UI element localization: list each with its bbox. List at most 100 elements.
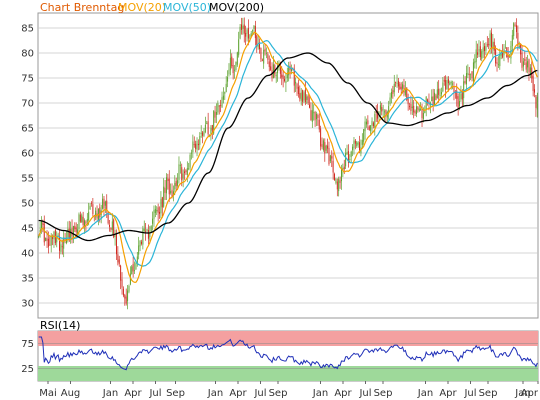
candle <box>200 125 202 138</box>
candle-body <box>175 181 177 187</box>
candle <box>411 98 413 116</box>
candle-body <box>339 180 341 183</box>
candle-body <box>189 154 191 168</box>
candle <box>109 219 111 232</box>
candle-body <box>363 129 365 142</box>
candle-body <box>129 273 131 285</box>
candle <box>288 61 290 82</box>
candle <box>222 87 224 104</box>
x-tick-label: Apr <box>521 388 539 399</box>
price-panel-bg <box>37 12 539 319</box>
candle <box>139 240 141 252</box>
candle <box>142 225 144 250</box>
candle-body <box>502 52 504 58</box>
candle-body <box>292 69 294 71</box>
candle <box>268 55 270 72</box>
candle-body <box>204 124 206 133</box>
mov200-line <box>38 52 538 242</box>
candle <box>453 81 455 101</box>
candle-body <box>81 215 83 223</box>
y-tick-label: 50 <box>21 199 34 210</box>
candle <box>535 94 537 117</box>
candle-body <box>177 180 179 186</box>
rsi-oversold-band <box>38 366 538 381</box>
candle <box>156 206 158 216</box>
candle-body <box>296 83 298 89</box>
candle <box>296 82 298 96</box>
candle <box>332 152 334 180</box>
candle-body <box>215 112 217 115</box>
candle-body <box>170 191 172 193</box>
candle-body <box>521 52 523 68</box>
candle-body <box>311 110 313 122</box>
candle <box>115 229 117 260</box>
candle-body <box>524 58 526 62</box>
x-tick-label: Jul <box>463 388 476 399</box>
candle-body <box>134 270 136 272</box>
candle-body <box>42 222 44 226</box>
candle-body <box>125 296 127 304</box>
candle <box>465 65 467 91</box>
candle-body <box>393 83 395 93</box>
candle <box>488 38 490 50</box>
candle-body <box>182 173 184 179</box>
candle <box>143 220 145 234</box>
candle-body <box>434 92 436 105</box>
candle <box>146 228 148 233</box>
candle <box>356 140 358 148</box>
candle <box>504 40 506 49</box>
candle <box>303 90 305 104</box>
candle-body <box>352 146 354 151</box>
candle-body <box>510 45 512 59</box>
candle-body <box>265 52 267 54</box>
candle <box>499 48 501 70</box>
candle-body <box>317 114 319 118</box>
candle <box>375 105 377 122</box>
candle-body <box>72 226 74 239</box>
candle-body <box>145 231 147 233</box>
candle-body <box>79 214 81 222</box>
candle <box>432 88 434 112</box>
candle <box>382 104 384 118</box>
mov20-line <box>38 31 538 283</box>
candle-body <box>210 127 212 134</box>
candle-body <box>152 218 154 224</box>
candle-body <box>534 89 536 93</box>
candle-body <box>65 238 67 244</box>
candle <box>302 89 304 106</box>
candle-body <box>268 61 270 67</box>
candle <box>275 71 277 84</box>
candle-body <box>520 44 522 55</box>
candle <box>71 219 73 244</box>
candle-body <box>449 82 451 85</box>
candle <box>436 81 438 99</box>
candle-body <box>154 208 156 214</box>
candle <box>399 81 401 91</box>
candle <box>514 22 516 27</box>
candle-body <box>59 236 61 251</box>
candle <box>524 51 526 65</box>
candle <box>403 78 405 97</box>
candle-body <box>322 140 324 151</box>
candle <box>217 100 219 115</box>
candle <box>284 75 286 83</box>
x-tick-label: Jan <box>417 388 433 399</box>
candle <box>321 137 323 150</box>
candle <box>225 76 227 93</box>
candle <box>229 49 231 76</box>
candle-body <box>275 74 277 77</box>
candle-body <box>267 54 269 60</box>
candle-body <box>365 121 367 125</box>
candle-body <box>486 44 488 46</box>
candle-body <box>270 66 272 70</box>
candle-body <box>115 234 117 255</box>
x-tick-label: Jan <box>514 388 530 399</box>
candle <box>452 80 454 90</box>
candle-body <box>295 81 297 84</box>
candle-body <box>297 86 299 95</box>
candle-body <box>439 95 441 96</box>
candle <box>304 81 306 106</box>
candle-body <box>56 237 58 243</box>
y-tick-label: 80 <box>21 49 34 60</box>
candle-body <box>411 106 413 109</box>
